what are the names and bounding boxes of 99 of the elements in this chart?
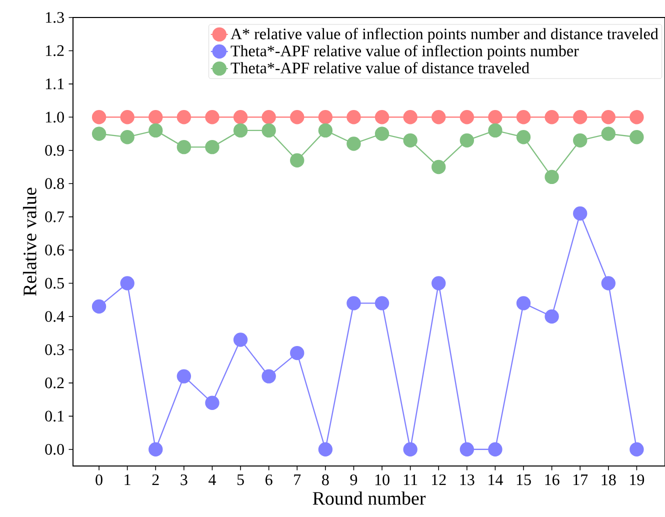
point (205, 140, 220, 154)
point (205, 110, 220, 124)
point (601, 276, 616, 290)
point (403, 442, 418, 456)
y-tick-label: 0.0 (45, 444, 64, 455)
x-tick-label: 19 (630, 474, 644, 486)
point (573, 110, 588, 124)
y-tick-label: 1.2 (46, 45, 64, 56)
x-tick-label: 6 (266, 474, 272, 486)
point (262, 123, 276, 138)
point (120, 130, 134, 144)
point (318, 123, 333, 138)
x-axis-title: Round number (312, 491, 426, 505)
point (262, 110, 276, 124)
x-tick-label: 7 (294, 474, 301, 485)
point (92, 110, 106, 124)
point (262, 369, 276, 384)
point (176, 140, 192, 154)
point (460, 133, 474, 148)
y-tick-label: 1.3 (46, 12, 64, 23)
point (233, 332, 248, 347)
point (346, 110, 361, 124)
point (346, 296, 361, 310)
legend-label: Theta*-APF relative value of distance traveled (230, 62, 530, 74)
point (544, 170, 559, 184)
point (573, 133, 588, 148)
point (630, 442, 644, 456)
point (374, 110, 390, 124)
point (573, 206, 588, 221)
x-tick-label: 18 (602, 474, 616, 486)
point (233, 123, 248, 138)
y-tick-label: 1.0 (46, 112, 64, 123)
x-tick-label: 16 (545, 474, 560, 486)
point (432, 160, 446, 174)
point (374, 126, 390, 141)
x-tick-label: 0 (96, 474, 102, 486)
point (176, 369, 192, 384)
y-tick-label: 0.4 (45, 311, 64, 322)
point (516, 296, 531, 310)
legend-label: A* relative value of inflection points number and distance traveled (230, 28, 658, 43)
point (516, 130, 531, 144)
point (601, 126, 616, 141)
y-axis-title: Relative value (22, 188, 36, 296)
point (488, 123, 502, 138)
point (630, 130, 644, 144)
y-tick-label: 0.6 (45, 244, 64, 256)
y-tick-label: 0.2 (45, 378, 64, 388)
point (205, 396, 220, 410)
point (374, 296, 390, 310)
point (630, 110, 644, 124)
point (544, 110, 559, 124)
point (290, 153, 304, 168)
point (176, 110, 192, 124)
x-tick-label: 8 (322, 474, 329, 486)
point (290, 110, 304, 124)
x-tick-label: 1 (124, 474, 130, 486)
point (544, 309, 559, 324)
y-tick-label: 0.9 (45, 144, 64, 156)
legend-label: Theta*-APF relative value of inflection points number (230, 44, 579, 60)
point (460, 110, 474, 124)
x-tick-label: 15 (516, 474, 531, 486)
point (460, 442, 474, 456)
y-tick-label: 0.8 (45, 178, 64, 190)
point (92, 299, 106, 314)
point (432, 110, 446, 124)
point (233, 110, 248, 124)
point (290, 346, 304, 360)
point (432, 276, 446, 290)
y-tick-label: 1.1 (46, 78, 64, 90)
point (318, 442, 333, 456)
point (601, 110, 616, 124)
y-tick-label: 0.3 (45, 344, 64, 356)
point (120, 276, 134, 290)
point (148, 442, 163, 456)
x-tick-label: 9 (350, 474, 358, 486)
x-tick-label: 14 (488, 474, 503, 486)
point (148, 123, 163, 138)
y-tick-label: 0.1 (45, 410, 64, 422)
x-tick-label: 3 (180, 474, 188, 486)
point (120, 110, 134, 124)
point (148, 110, 163, 124)
x-tick-label: 2 (152, 474, 159, 486)
point (346, 136, 361, 151)
point (403, 110, 418, 124)
x-tick-label: 12 (432, 474, 446, 486)
x-tick-label: 13 (460, 474, 474, 486)
point (488, 110, 502, 124)
x-tick-label: 4 (208, 474, 216, 485)
x-tick-label: 11 (404, 474, 418, 486)
point (516, 110, 531, 124)
point (403, 133, 418, 148)
x-tick-label: 5 (237, 474, 244, 486)
y-tick-label: 0.7 (45, 211, 64, 222)
point (488, 442, 502, 456)
y-tick-label: 0.5 (45, 278, 64, 289)
point (92, 126, 106, 141)
x-tick-label: 10 (375, 474, 390, 486)
x-tick-label: 17 (574, 474, 588, 486)
point (318, 110, 333, 124)
